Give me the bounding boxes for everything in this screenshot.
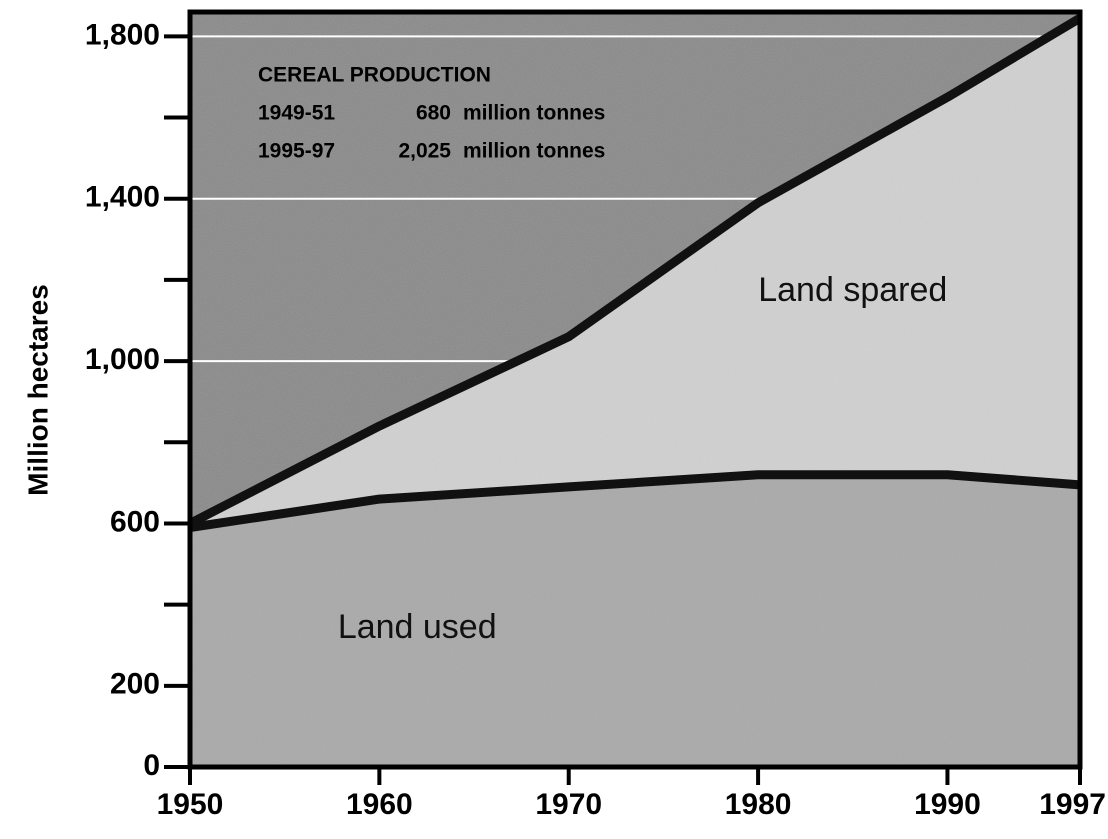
inset-period: 1995-97 bbox=[258, 140, 335, 163]
y-tick-label: 1,800 bbox=[85, 18, 160, 51]
inset-value: 680 bbox=[416, 102, 451, 125]
x-tick-label: 1970 bbox=[535, 788, 602, 821]
x-tick-label: 1990 bbox=[914, 788, 981, 821]
inset-unit: million tonnes bbox=[463, 102, 605, 125]
inset-period: 1949-51 bbox=[258, 102, 335, 125]
y-tick-label: 1,000 bbox=[85, 343, 160, 376]
x-tick-label: 1960 bbox=[346, 788, 413, 821]
area-label: Land used bbox=[338, 608, 497, 646]
x-tick-label: 1950 bbox=[157, 788, 224, 821]
inset-title: CEREAL PRODUCTION bbox=[258, 64, 491, 87]
chart: Million hectares Land spared Land used CER… bbox=[0, 0, 1108, 834]
y-tick-label: 0 bbox=[143, 749, 160, 782]
area-label: Land spared bbox=[758, 271, 947, 309]
y-axis-label: Million hectares bbox=[22, 284, 53, 496]
y-tick-label: 600 bbox=[110, 505, 160, 538]
x-tick-label: 1997 bbox=[1039, 788, 1106, 821]
y-tick-label: 200 bbox=[110, 668, 160, 701]
area bbox=[190, 475, 1080, 767]
inset-unit: million tonnes bbox=[463, 140, 605, 163]
x-tick-label: 1980 bbox=[725, 788, 792, 821]
y-tick-label: 1,400 bbox=[85, 181, 160, 214]
inset-value: 2,025 bbox=[398, 140, 451, 163]
